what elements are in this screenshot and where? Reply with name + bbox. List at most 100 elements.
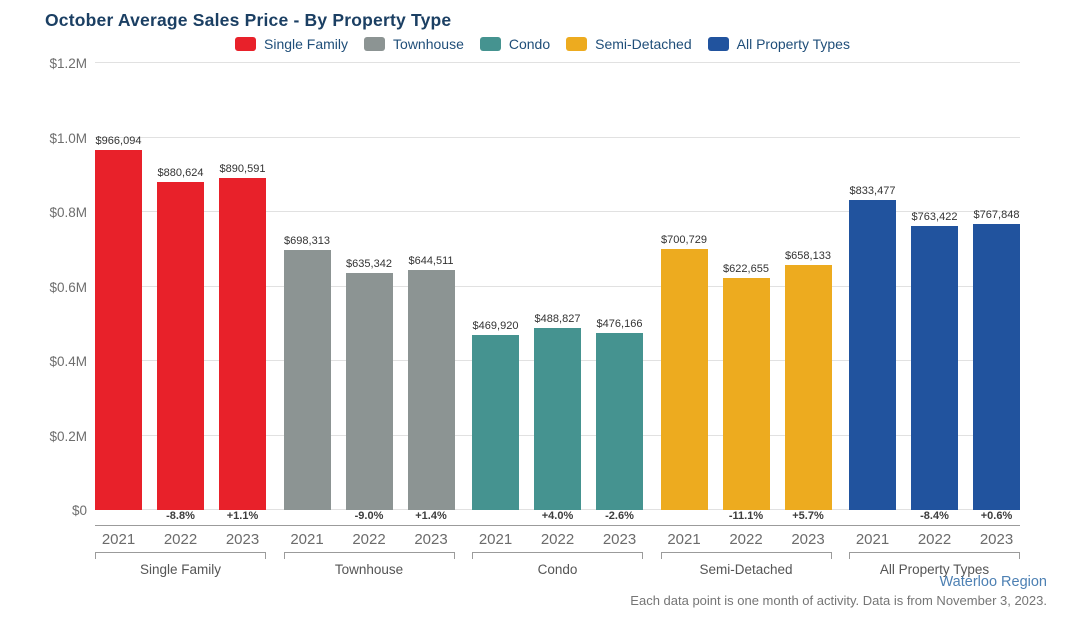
- bar-all-property-types-2021[interactable]: [849, 199, 896, 510]
- legend-item-condo[interactable]: Condo: [479, 36, 551, 52]
- bar-value-label: $635,342: [346, 258, 392, 271]
- legend-swatch-condo: [479, 37, 501, 51]
- plot-area: $966,094 $880,624 $890,591 $698,313 $635,342…: [95, 62, 1020, 510]
- gridline: [95, 285, 1020, 287]
- bar-slot: $700,729: [660, 63, 708, 510]
- bar-single-family-2021[interactable]: [95, 150, 142, 510]
- bar-value-label: $622,655: [723, 263, 769, 276]
- group-bracket-all-property-types: All Property Types: [849, 550, 1020, 577]
- bar-condo-2022[interactable]: [534, 327, 581, 510]
- region-label: Waterloo Region: [939, 574, 1047, 590]
- x-tick-year: 2022: [917, 531, 952, 548]
- bar-group-single-family: $966,094 $880,624 $890,591: [95, 63, 266, 510]
- bar-single-family-2022[interactable]: [157, 181, 204, 510]
- gridline: [95, 62, 1020, 63]
- bar-value-label: $644,511: [408, 254, 454, 267]
- pct-change-label: +5.7%: [792, 510, 824, 522]
- data-source-note: Each data point is one month of activity…: [630, 593, 1047, 608]
- legend-label: All Property Types: [736, 36, 850, 52]
- bar-slot: $767,848: [973, 63, 1020, 510]
- bar-group-condo: $469,920 $488,827 $476,166: [472, 63, 643, 510]
- bar-slot: $488,827: [534, 63, 581, 510]
- bar-all-property-types-2023[interactable]: [973, 223, 1020, 510]
- group-bracket-single-family: Single Family: [95, 550, 266, 577]
- x-tick-year: 2022: [540, 531, 575, 548]
- bar-slot: $763,422: [911, 63, 958, 510]
- x-tick-year: 2021: [855, 531, 890, 548]
- bar-value-label: $880,624: [157, 166, 204, 179]
- bar-semi-detached-2022[interactable]: [722, 278, 770, 510]
- chart-title: October Average Sales Price - By Propert…: [45, 10, 452, 30]
- x-tick-year: 2022: [352, 531, 386, 548]
- y-axis-tick-label: $0.2M: [49, 428, 87, 444]
- bar-townhouse-2021[interactable]: [283, 249, 331, 510]
- bar-all-property-types-2022[interactable]: [911, 225, 958, 510]
- axis-separator-line: [95, 525, 1020, 526]
- bar-groups: $966,094 $880,624 $890,591 $698,313 $635,342…: [95, 63, 1020, 510]
- legend-label: Condo: [508, 36, 551, 52]
- y-axis-tick-label: $0: [71, 503, 87, 518]
- year-tick-row: 2021 2022 2023 2021 2022 2023 2021 2022 2023 2021…: [95, 526, 1020, 550]
- group-bracket-semi-detached: Semi-Detached: [660, 550, 832, 577]
- legend-item-semi-detached[interactable]: Semi-Detached: [566, 36, 692, 52]
- bar-slot: $476,166: [596, 63, 643, 510]
- pct-change-label: +1.1%: [226, 510, 259, 522]
- bar-townhouse-2023[interactable]: [407, 269, 455, 510]
- bar-townhouse-2022[interactable]: [345, 273, 393, 510]
- legend-item-all-property-types[interactable]: All Property Types: [707, 36, 850, 52]
- pct-change-label: [95, 510, 142, 524]
- x-tick-year: 2021: [667, 531, 701, 548]
- pct-change-label: [472, 510, 519, 524]
- pct-group-single-family: -8.8% +1.1%: [95, 510, 266, 524]
- x-tick-year: 2021: [290, 531, 324, 548]
- pct-change-label: +4.0%: [541, 510, 574, 522]
- pct-change-label: +1.4%: [415, 510, 447, 522]
- bar-group-townhouse: $698,313 $635,342 $644,511: [283, 63, 455, 510]
- bar-value-label: $469,920: [472, 319, 519, 332]
- bar-semi-detached-2021[interactable]: [660, 248, 708, 510]
- bar-slot: $966,094: [95, 63, 142, 510]
- x-tick-year: 2022: [729, 531, 763, 548]
- bar-condo-2021[interactable]: [472, 334, 519, 510]
- bracket-line: [849, 552, 1020, 559]
- group-label: Semi-Detached: [699, 562, 793, 577]
- group-label-row: Single Family Townhouse Condo Semi-Detached…: [95, 550, 1020, 577]
- y-axis-tick-label: $1.2M: [49, 56, 87, 71]
- group-bracket-townhouse: Townhouse: [283, 550, 455, 577]
- group-bracket-condo: Condo: [472, 550, 643, 577]
- pct-change-row: -8.8% +1.1% -9.0% +1.4% +4.0% -2.6% -11.1% +5.7…: [95, 510, 1020, 524]
- y-axis-tick-label: $0.4M: [49, 354, 87, 369]
- bar-value-label: $476,166: [596, 317, 643, 330]
- pct-change-label: [849, 510, 896, 524]
- x-tick-year: 2023: [791, 531, 825, 548]
- pct-change-label: -11.1%: [728, 510, 764, 522]
- legend-swatch-townhouse: [364, 37, 386, 51]
- bar-semi-detached-2023[interactable]: [784, 264, 832, 510]
- pct-group-all-property-types: -8.4% +0.6%: [849, 510, 1020, 524]
- y-axis-tick-label: $0.8M: [49, 205, 87, 220]
- legend-item-townhouse[interactable]: Townhouse: [364, 36, 464, 52]
- pct-change-label: [661, 510, 708, 524]
- year-group-single-family: 2021 2022 2023: [95, 526, 266, 550]
- x-tick-year: 2021: [478, 531, 513, 548]
- bar-single-family-2023[interactable]: [219, 178, 266, 510]
- group-label: Townhouse: [334, 562, 404, 577]
- bar-group-semi-detached: $700,729 $622,655 $658,133: [660, 63, 832, 510]
- bracket-line: [660, 552, 832, 559]
- bar-slot: $635,342: [345, 63, 393, 510]
- bar-slot: $658,133: [784, 63, 832, 510]
- legend-swatch-all-property-types: [707, 37, 729, 51]
- y-axis-tick-label: $1.0M: [49, 130, 87, 146]
- bar-condo-2023[interactable]: [596, 332, 643, 510]
- group-label: Single Family: [139, 562, 222, 577]
- legend-swatch-semi-detached: [566, 37, 588, 51]
- bar-slot: $833,477: [849, 63, 896, 510]
- bracket-line: [95, 552, 266, 559]
- year-group-townhouse: 2021 2022 2023: [284, 526, 455, 550]
- legend-label: Single Family: [264, 36, 349, 52]
- bar-slot: $698,313: [283, 63, 331, 510]
- bracket-line: [472, 552, 643, 559]
- legend-item-single-family[interactable]: Single Family: [235, 36, 348, 52]
- gridline: [95, 136, 1020, 138]
